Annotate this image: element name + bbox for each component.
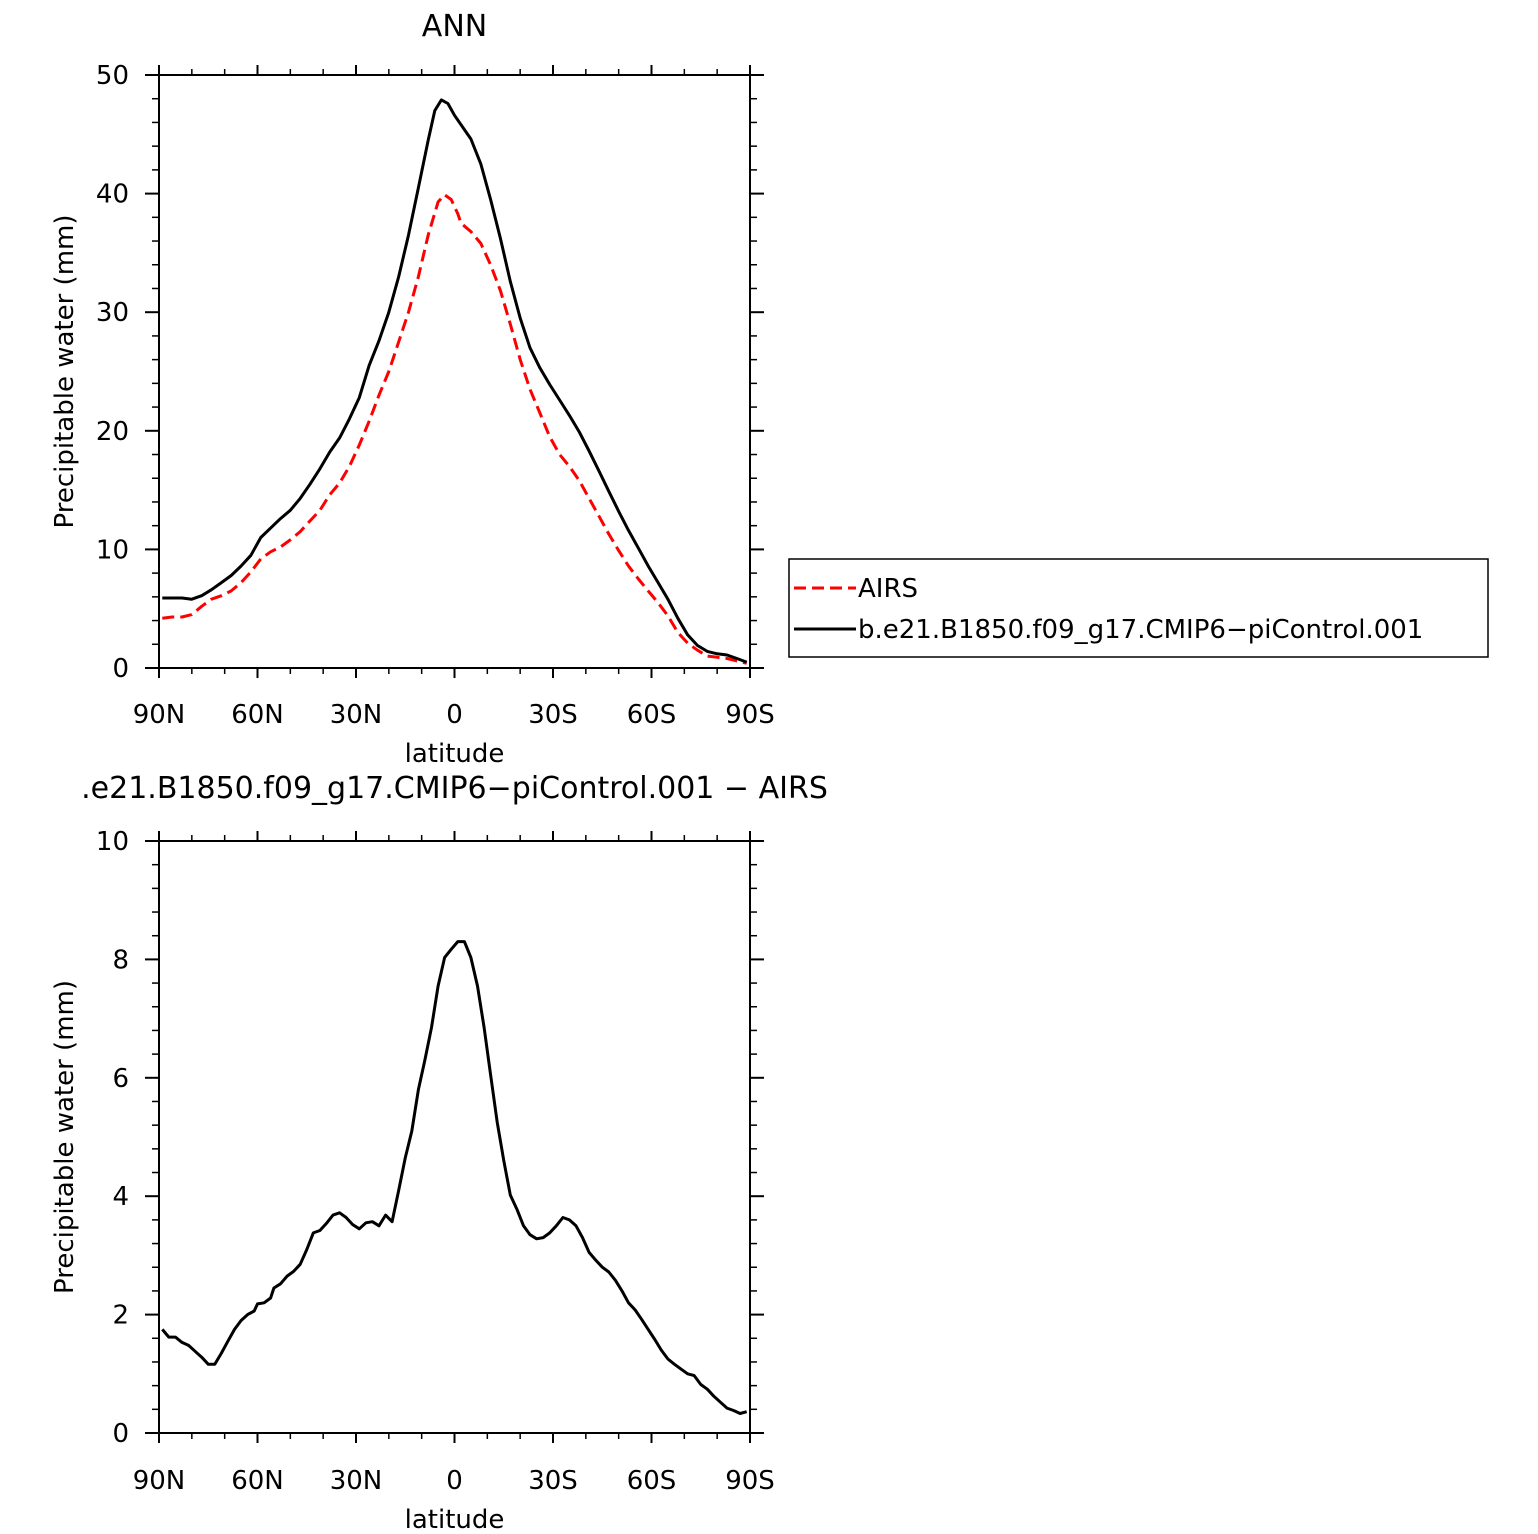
y-tick-label: 0 — [112, 1419, 129, 1449]
y-tick-label: 8 — [112, 945, 129, 975]
x-axis-label: latitude — [405, 1505, 505, 1534]
y-tick-label: 2 — [112, 1301, 129, 1331]
legend: AIRS b.e21.B1850.f09_g17.CMIP6−piControl.… — [788, 558, 1489, 658]
y-tick-label: 10 — [96, 827, 129, 857]
x-tick-label: 60S — [627, 1466, 677, 1496]
x-tick-label: 0 — [446, 700, 463, 730]
x-tick-label: 90S — [725, 1466, 775, 1496]
x-tick-label: 30N — [330, 700, 383, 730]
x-tick-label: 60N — [231, 700, 284, 730]
y-tick-label: 6 — [112, 1064, 129, 1094]
plot-frame — [158, 840, 751, 1434]
y-tick-label: 10 — [96, 535, 129, 565]
top-panel: ANN 90N 60N 30N 0 30S 60S 90S 0 10 20 30 40 50 latitud… — [50, 9, 1489, 769]
x-tick-label: 60N — [231, 1466, 284, 1496]
y-tick-label: 50 — [96, 61, 129, 91]
x-axis-label: latitude — [405, 739, 505, 769]
x-tick-label: 0 — [446, 1466, 463, 1496]
y-tick-label: 4 — [112, 1182, 129, 1212]
x-tick-label: 30S — [528, 1466, 578, 1496]
legend-label: AIRS — [858, 574, 918, 604]
series-line — [161, 940, 748, 1415]
y-axis-label: Precipitable water (mm) — [50, 980, 80, 1294]
y-tick-label: 20 — [96, 417, 129, 447]
x-tick-label: 90N — [133, 700, 186, 730]
legend-label: b.e21.B1850.f09_g17.CMIP6−piControl.001 — [858, 615, 1423, 645]
bottom-panel: .e21.B1850.f09_g17.CMIP6−piControl.001 −… — [50, 771, 828, 1534]
legend-box — [788, 558, 1489, 658]
chart-title: .e21.B1850.f09_g17.CMIP6−piControl.001 −… — [81, 771, 828, 806]
y-tick-label: 30 — [96, 298, 129, 328]
y-axis-label: Precipitable water (mm) — [50, 215, 80, 529]
series-line — [162, 193, 748, 665]
series-line — [162, 98, 748, 664]
y-tick-label: 0 — [112, 654, 129, 684]
x-tick-label: 60S — [627, 700, 677, 730]
x-tick-label: 90S — [725, 700, 775, 730]
x-tick-label: 30S — [528, 700, 578, 730]
y-tick-label: 40 — [96, 180, 129, 210]
plot-frame — [158, 74, 751, 669]
x-tick-label: 30N — [330, 1466, 383, 1496]
chart-title: ANN — [422, 9, 487, 44]
x-tick-label: 90N — [133, 1466, 186, 1496]
